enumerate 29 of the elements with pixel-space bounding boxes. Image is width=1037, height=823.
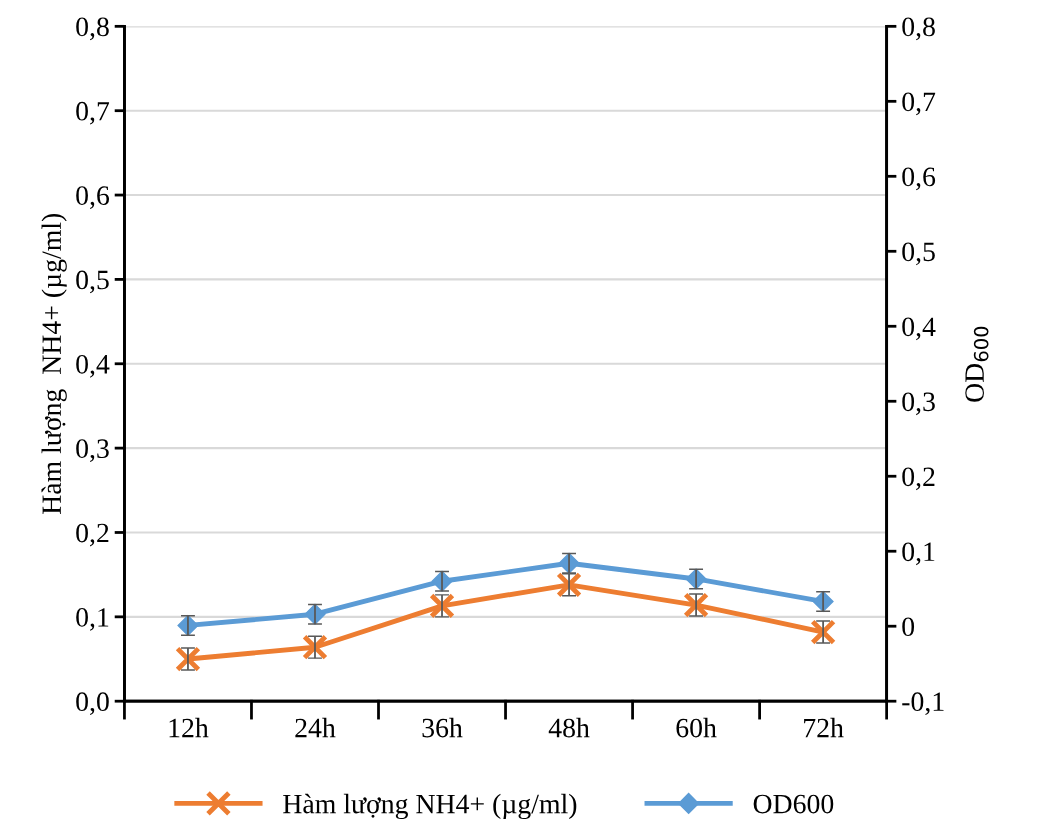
y-tick-label: 0,2 — [76, 523, 109, 547]
legend-label: OD600 — [753, 794, 834, 814]
x-tick-label: 24h — [295, 717, 336, 738]
y-tick-label: 0,6 — [76, 186, 110, 209]
y2-axis-title: OD$_{600}$ — [965, 326, 989, 402]
y-tick-label: 0,8 — [76, 17, 109, 41]
y2-tick-label: 0,4 — [902, 317, 936, 341]
x-tick-label: 72h — [804, 717, 844, 738]
y-tick-label: 0,7 — [76, 101, 110, 125]
y2-tick-label: 0,2 — [902, 467, 935, 491]
y2-tick-label: 0,7 — [902, 92, 936, 116]
y-tick-label: 0,0 — [76, 692, 109, 716]
y-tick-label: 0,3 — [76, 439, 109, 463]
y2-tick-label: 0,6 — [902, 167, 936, 191]
x-tick-label: 48h — [548, 717, 590, 738]
y2-tick-label: 0,5 — [902, 242, 935, 266]
legend-label: Hàm lượng NH4+ (µg/ml) — [283, 793, 577, 820]
x-tick-label: 36h — [422, 717, 463, 738]
y2-tick-label: 0,8 — [902, 17, 935, 41]
y-tick-label: 0,4 — [76, 354, 110, 378]
y-tick-label: 0,1 — [76, 608, 109, 631]
y-tick-label: 0,5 — [76, 270, 109, 294]
y2-tick-label: 0 — [902, 617, 915, 637]
y2-tick-label: 0,3 — [902, 392, 935, 416]
x-tick-label: 12h — [169, 717, 209, 738]
x-tick-label: 60h — [676, 717, 717, 738]
y-axis-title: Hàm lượng NH4+ (µg/ml) — [41, 213, 67, 515]
y2-tick-label: -0,1 — [902, 692, 944, 716]
y2-tick-label: 0,1 — [902, 542, 935, 566]
